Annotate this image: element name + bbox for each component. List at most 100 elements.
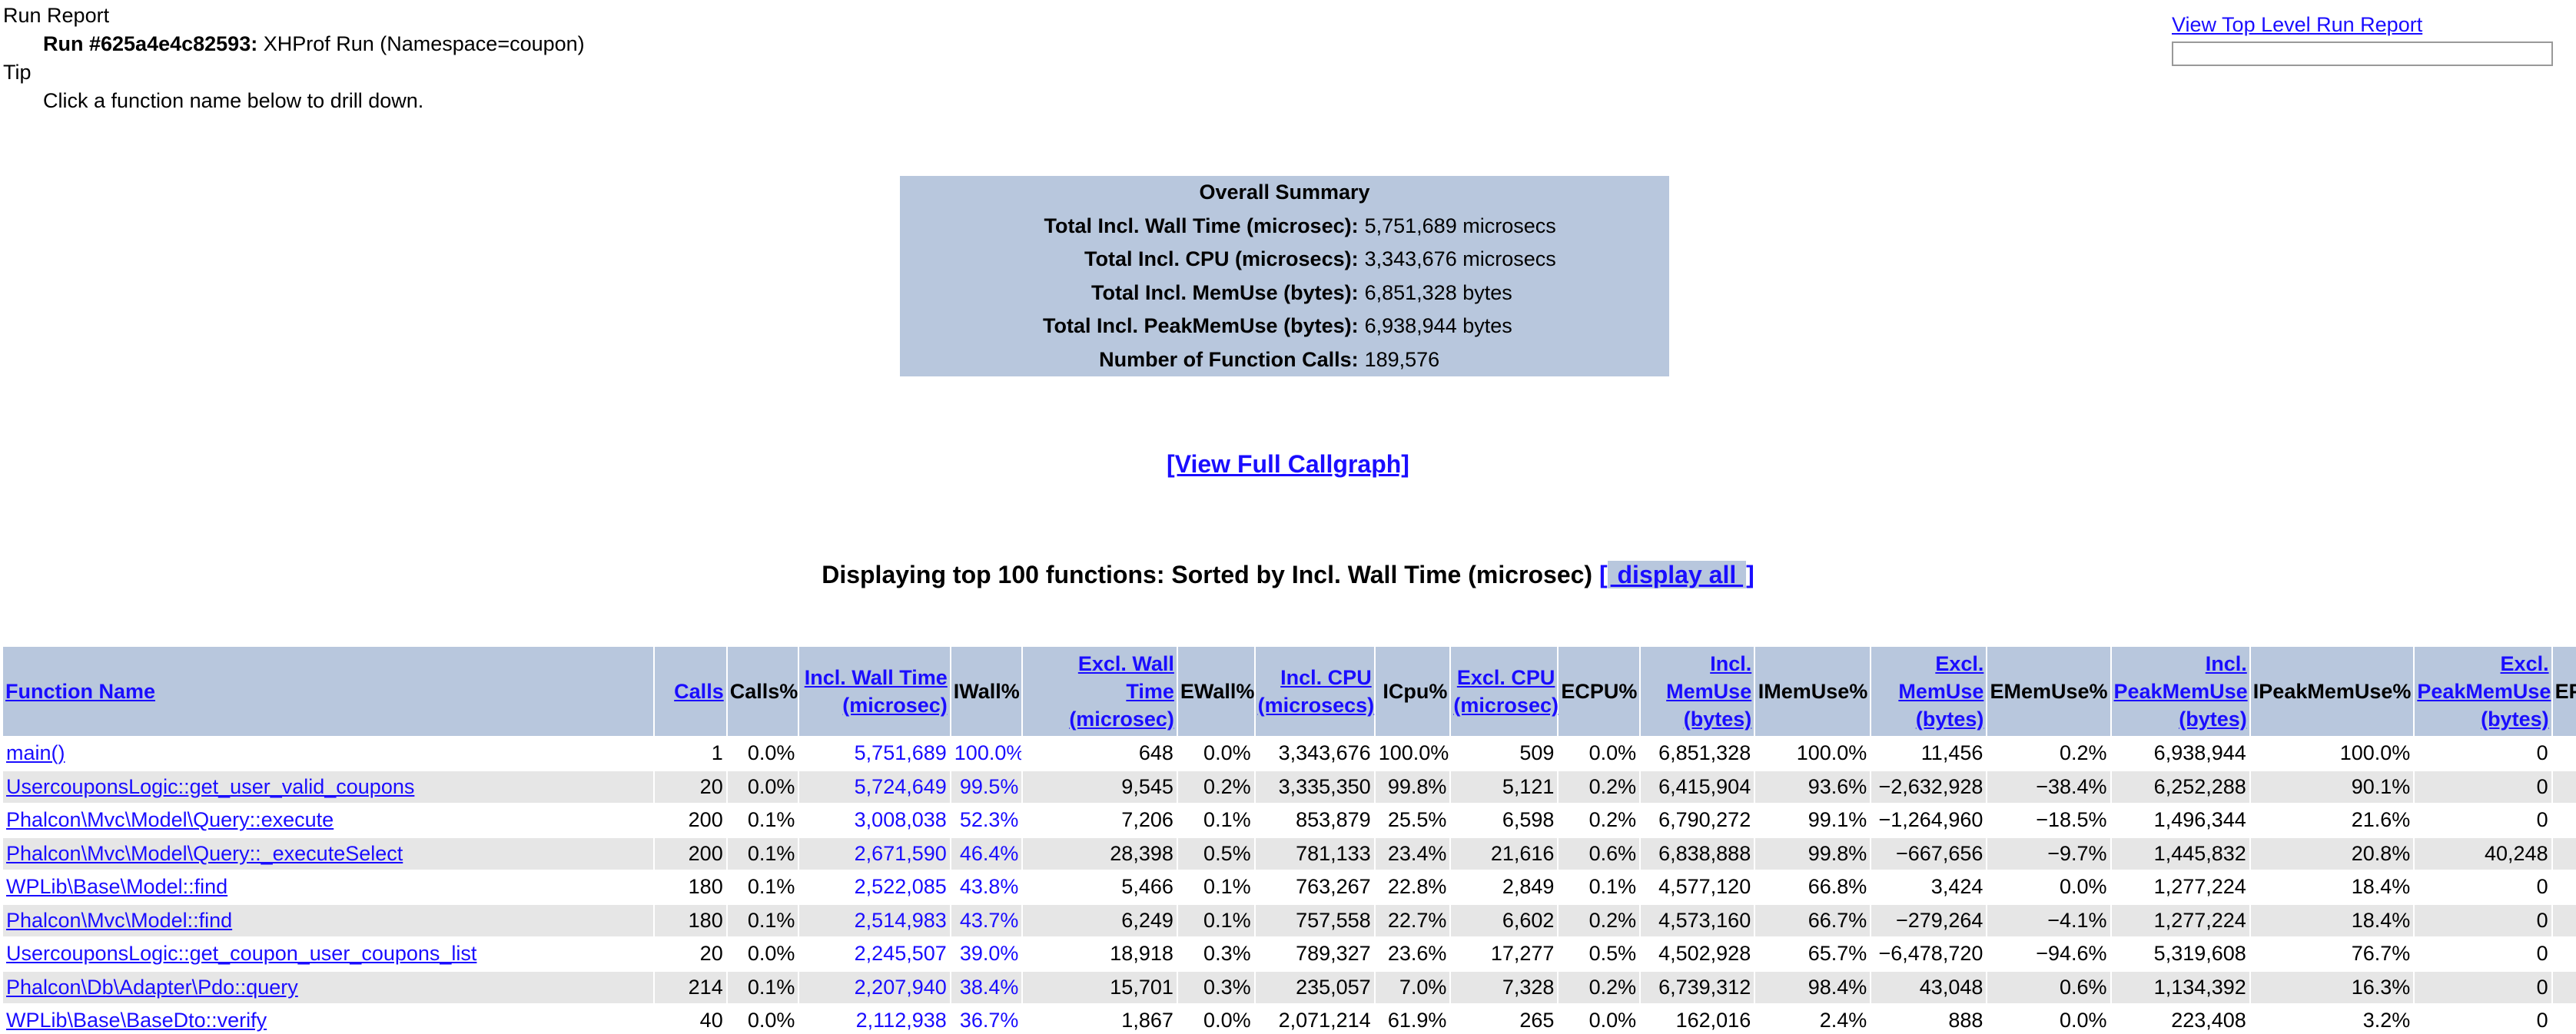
cell-excl-cpu: 2,849 bbox=[1449, 870, 1559, 905]
column-header-function-name-link[interactable]: Function Name bbox=[5, 680, 155, 703]
cell-ecpu-pct: 0.1% bbox=[1557, 870, 1642, 905]
column-header-incl-cpu-link[interactable]: Incl. CPU (microsecs) bbox=[1258, 666, 1375, 717]
cell-function-name: Phalcon\Db\Adapter\Pdo::query bbox=[2, 969, 656, 1005]
cell-incl-memuse: 6,838,888 bbox=[1639, 836, 1756, 871]
column-header-excl-cpu-link[interactable]: Excl. CPU (microsec) bbox=[1453, 666, 1559, 717]
cell-ecpu-pct: 0.2% bbox=[1557, 769, 1642, 804]
column-header-incl-memuse-link[interactable]: Incl. MemUse (bytes) bbox=[1666, 652, 1751, 731]
column-header-line: Function Name bbox=[5, 680, 156, 703]
function-table-container[interactable]: Function Name Calls Calls% Incl. Wall Time (… bbox=[2, 645, 2576, 1034]
tip-heading: Tip bbox=[3, 61, 32, 84]
function-table-header-row: Function Name Calls Calls% Incl. Wall Time (… bbox=[2, 645, 2576, 737]
cell-calls-pct: 0.1% bbox=[725, 969, 800, 1005]
cell-ememuse-pct: 0.6% bbox=[1986, 969, 2112, 1005]
cell-incl-cpu: 789,327 bbox=[1253, 936, 1376, 972]
function-name-link[interactable]: Phalcon\Mvc\Model\Query::execute bbox=[6, 808, 334, 832]
summary-value: 6,938,944 bytes bbox=[1364, 314, 1512, 338]
cell-ecpu-pct: 0.2% bbox=[1557, 903, 1642, 938]
cell-incl-cpu: 2,071,214 bbox=[1253, 1003, 1376, 1034]
cell-ememuse-pct: 0.0% bbox=[1986, 1003, 2112, 1034]
column-header-calls[interactable]: Calls bbox=[653, 645, 728, 737]
display-all-link[interactable]: display all bbox=[1607, 561, 1747, 588]
column-header-line: (microsecs) bbox=[1257, 694, 1375, 717]
cell-ep bbox=[2551, 769, 2576, 804]
table-row: Phalcon\Mvc\Model::find 180 0.1% 2,514,983 4… bbox=[2, 903, 2576, 938]
column-header-line: Excl. bbox=[1935, 652, 1984, 675]
column-header-calls-link[interactable]: Calls bbox=[674, 680, 724, 703]
cell-function-name: UsercouponsLogic::get_user_valid_coupons bbox=[2, 769, 656, 804]
cell-excl-peakmemuse: 0 bbox=[2413, 870, 2553, 905]
cell-excl-cpu: 6,598 bbox=[1449, 803, 1559, 838]
cell-ep bbox=[2551, 836, 2576, 871]
cell-excl-peakmemuse: 0 bbox=[2413, 903, 2553, 938]
summary-label: Total Incl. MemUse (bytes): bbox=[1091, 280, 1359, 304]
column-header-incl-peakmemuse-link[interactable]: Incl. PeakMemUse (bytes) bbox=[2114, 652, 2248, 731]
function-name-link[interactable]: main() bbox=[6, 741, 65, 765]
cell-ipeakmemuse-pct: 16.3% bbox=[2249, 969, 2415, 1005]
column-header-line: Excl. bbox=[2500, 652, 2549, 675]
cell-imemuse-pct: 99.1% bbox=[1754, 803, 1872, 838]
column-header-excl-peakmemuse-link[interactable]: Excl. PeakMemUse (bytes) bbox=[2417, 652, 2551, 731]
cell-incl-wall-time: 2,245,507 bbox=[798, 936, 951, 972]
column-header-imemuse-pct: IMemUse% bbox=[1754, 645, 1872, 737]
column-header-line: ICpu% bbox=[1383, 680, 1448, 703]
cell-ipeakmemuse-pct: 20.8% bbox=[2249, 836, 2415, 871]
column-header-excl-memuse-link[interactable]: Excl. MemUse (bytes) bbox=[1898, 652, 1983, 731]
cell-excl-cpu: 6,602 bbox=[1449, 903, 1559, 938]
column-header-incl-wall-time-link[interactable]: Incl. Wall Time (microsec) bbox=[805, 666, 948, 717]
function-name-link[interactable]: Phalcon\Mvc\Model::find bbox=[6, 908, 233, 932]
cell-calls: 40 bbox=[653, 1003, 728, 1034]
column-header-excl-memuse[interactable]: Excl. MemUse (bytes) bbox=[1870, 645, 1988, 737]
column-header-ememuse-pct-label: EMemUse% bbox=[1990, 680, 2107, 703]
cell-function-name: Phalcon\Mvc\Model\Query::_executeSelect bbox=[2, 836, 656, 871]
column-header-line: Incl. CPU bbox=[1280, 666, 1372, 689]
function-name-link[interactable]: UsercouponsLogic::get_coupon_user_coupon… bbox=[6, 942, 477, 966]
cell-imemuse-pct: 99.8% bbox=[1754, 836, 1872, 871]
cell-excl-wall-time: 15,701 bbox=[1021, 969, 1178, 1005]
cell-calls-pct: 0.1% bbox=[725, 803, 800, 838]
cell-excl-peakmemuse: 0 bbox=[2413, 969, 2553, 1005]
column-header-line: IPeakMemUse% bbox=[2252, 680, 2412, 703]
column-header-incl-cpu[interactable]: Incl. CPU (microsecs) bbox=[1253, 645, 1376, 737]
cell-ewall-pct: 0.5% bbox=[1176, 836, 1256, 871]
function-name-link[interactable]: WPLib\Base\Model::find bbox=[6, 875, 228, 899]
cell-incl-memuse: 6,739,312 bbox=[1639, 969, 1756, 1005]
summary-row: Total Incl. CPU (microsecs): 3,343,676 mi… bbox=[900, 243, 1669, 277]
cell-excl-memuse: −1,264,960 bbox=[1870, 803, 1988, 838]
column-header-excl-wall-time[interactable]: Excl. Wall Time (microsec) bbox=[1021, 645, 1178, 737]
column-header-ep: EP bbox=[2551, 645, 2576, 737]
cell-ememuse-pct: −94.6% bbox=[1986, 936, 2112, 972]
column-header-excl-peakmemuse[interactable]: Excl. PeakMemUse (bytes) bbox=[2413, 645, 2553, 737]
function-name-link[interactable]: Phalcon\Mvc\Model\Query::_executeSelect bbox=[6, 841, 403, 865]
column-header-iwall-pct-label: IWall% bbox=[954, 680, 1020, 703]
column-header-incl-memuse[interactable]: Incl. MemUse (bytes) bbox=[1639, 645, 1756, 737]
column-header-excl-wall-time-link[interactable]: Excl. Wall Time (microsec) bbox=[1069, 652, 1174, 731]
cell-imemuse-pct: 98.4% bbox=[1754, 969, 1872, 1005]
cell-calls: 20 bbox=[653, 936, 728, 972]
function-name-link[interactable]: Phalcon\Db\Adapter\Pdo::query bbox=[6, 975, 298, 999]
cell-excl-wall-time: 7,206 bbox=[1021, 803, 1178, 838]
function-name-link[interactable]: UsercouponsLogic::get_user_valid_coupons bbox=[6, 774, 415, 798]
cell-incl-peakmemuse: 5,319,608 bbox=[2110, 936, 2251, 972]
cell-calls-pct: 0.1% bbox=[725, 836, 800, 871]
function-search-input[interactable] bbox=[2172, 41, 2553, 66]
cell-incl-wall-time: 2,671,590 bbox=[798, 836, 951, 871]
cell-excl-cpu: 265 bbox=[1449, 1003, 1559, 1034]
view-top-level-run-report-link[interactable]: View Top Level Run Report bbox=[2172, 13, 2423, 36]
view-full-callgraph-link[interactable]: [View Full Callgraph] bbox=[1167, 450, 1409, 478]
table-row: WPLib\Base\BaseDto::verify 40 0.0% 2,112,93… bbox=[2, 1003, 2576, 1034]
column-header-incl-peakmemuse[interactable]: Incl. PeakMemUse (bytes) bbox=[2110, 645, 2251, 737]
cell-incl-cpu: 3,343,676 bbox=[1253, 736, 1376, 771]
cell-function-name: Phalcon\Mvc\Model::find bbox=[2, 903, 656, 938]
top-right-panel: View Top Level Run Report bbox=[2172, 11, 2553, 66]
cell-calls-pct: 0.0% bbox=[725, 936, 800, 972]
column-header-incl-wall-time[interactable]: Incl. Wall Time (microsec) bbox=[798, 645, 951, 737]
summary-row: Total Incl. PeakMemUse (bytes): 6,938,944… bbox=[900, 310, 1669, 343]
column-header-excl-cpu[interactable]: Excl. CPU (microsec) bbox=[1449, 645, 1559, 737]
cell-incl-memuse: 6,790,272 bbox=[1639, 803, 1756, 838]
column-header-line: IMemUse% bbox=[1758, 680, 1868, 703]
column-header-function-name[interactable]: Function Name bbox=[2, 645, 656, 737]
cell-excl-memuse: −279,264 bbox=[1870, 903, 1988, 938]
column-header-line: MemUse bbox=[1898, 680, 1984, 703]
function-name-link[interactable]: WPLib\Base\BaseDto::verify bbox=[6, 1009, 267, 1032]
